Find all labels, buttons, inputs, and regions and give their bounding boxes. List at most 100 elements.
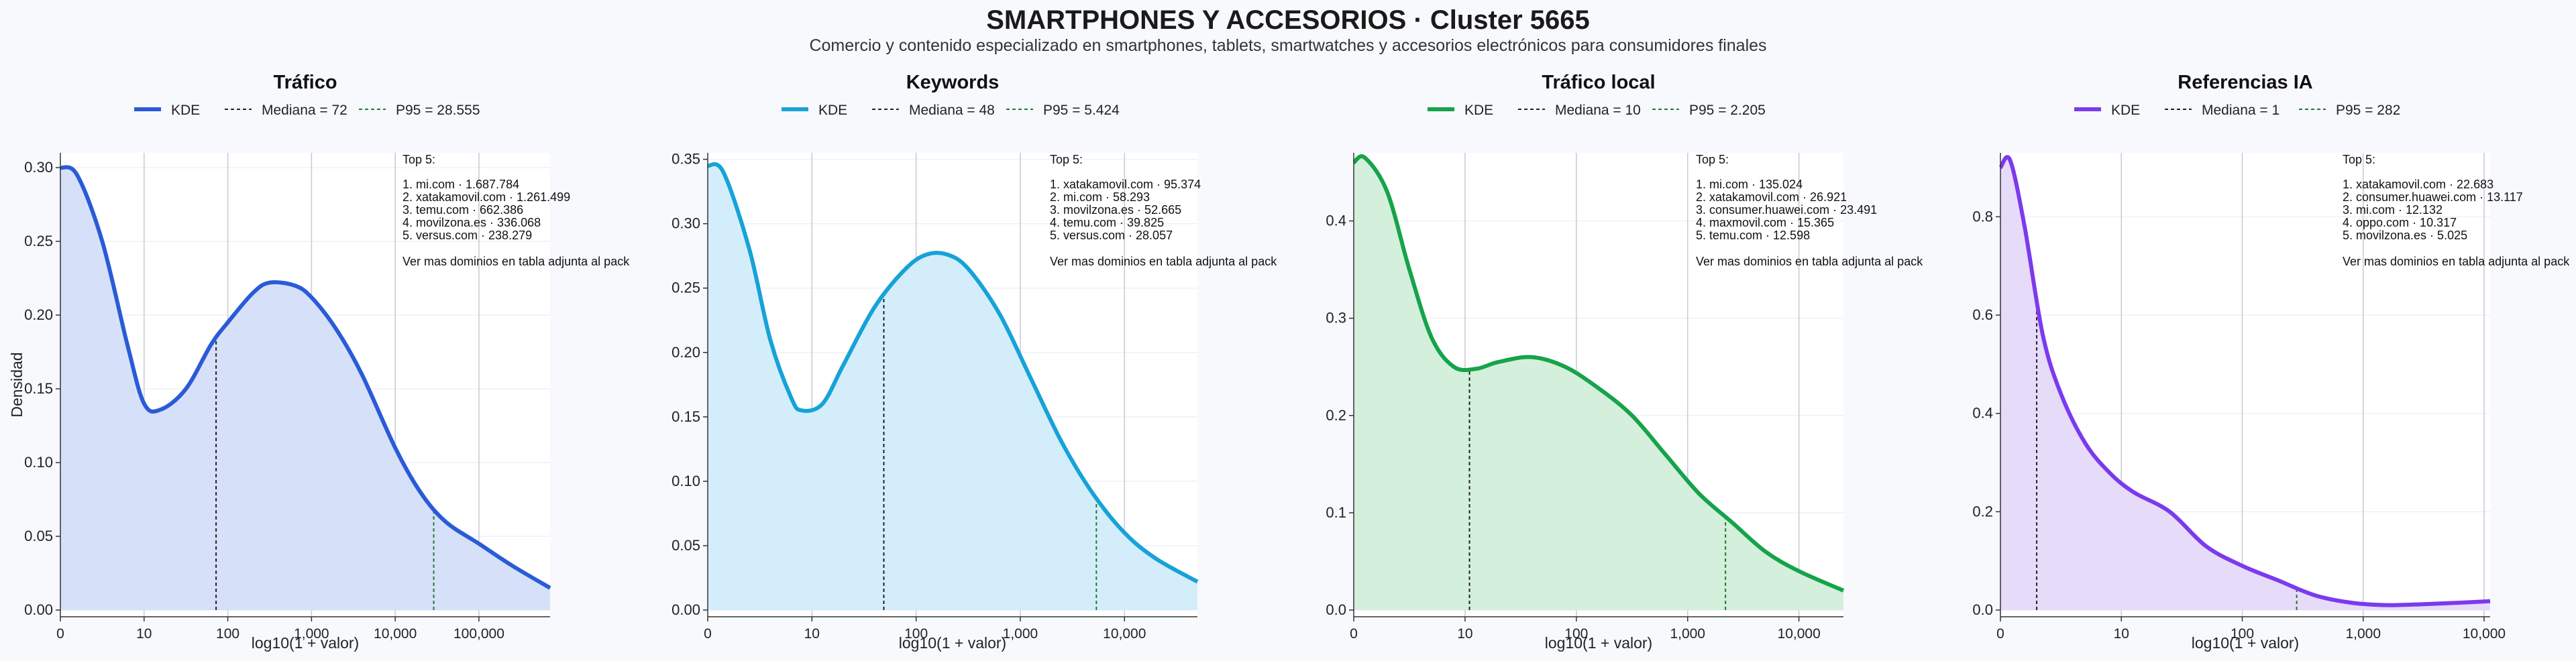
legend-p95-label: P95 = 282 (2336, 103, 2400, 118)
y-tick-label: 0.20 (24, 306, 53, 323)
x-tick-label: 100 (216, 626, 239, 642)
top5-item: 4. oppo.com · 10.317 (2343, 216, 2457, 229)
top5-heading: Top 5: (402, 153, 435, 166)
x-tick-label: 1,000 (2345, 626, 2381, 642)
y-tick-label: 0.10 (672, 473, 700, 489)
y-tick-label: 0.35 (672, 151, 700, 168)
y-tick-label: 0.05 (672, 537, 700, 554)
x-tick-label: 10,000 (374, 626, 417, 642)
top5-item: 1. xatakamovil.com · 95.374 (1050, 178, 1201, 191)
legend-kde-label: KDE (2111, 103, 2140, 118)
page-title: SMARTPHONES Y ACCESORIOS · Cluster 5665 (986, 5, 1590, 35)
x-tick-label: 1,000 (1670, 626, 1705, 642)
y-tick-label: 0.05 (24, 528, 53, 544)
legend-p95-label: P95 = 5.424 (1043, 103, 1120, 118)
top5-footnote: Ver mas dominios en tabla adjunta al pac… (1050, 255, 1277, 268)
y-tick-label: 0.8 (1972, 208, 1993, 225)
top5-item: 3. mi.com · 12.132 (2343, 203, 2443, 217)
legend-median-label: Mediana = 1 (2202, 103, 2279, 118)
top5-footnote: Ver mas dominios en tabla adjunta al pac… (402, 255, 630, 268)
kde-area (2000, 157, 2490, 610)
x-tick-label: 10 (2114, 626, 2129, 642)
x-axis-label: log10(1 + valor) (1545, 634, 1652, 652)
chart-panel-3: 0 10 100 1,000 10,000 0.0 0.1 0.2 0.3 0.4 log10(1 … (1326, 72, 1923, 652)
legend-kde-label: KDE (818, 103, 847, 118)
top5-item: 2. xatakamovil.com · 1.261.499 (402, 190, 570, 204)
chart-panel-2: 0 10 100 1,000 10,000 0.00 0.05 0.10 0.15 0.20 0.2… (672, 72, 1277, 652)
x-axis-label: log10(1 + valor) (252, 634, 359, 652)
kde-line (59, 165, 551, 590)
legend-kde-label: KDE (1464, 103, 1493, 118)
top5-item: 2. xatakamovil.com · 26.921 (1696, 190, 1847, 204)
chart-title: Tráfico (273, 72, 337, 93)
kde-line (1998, 155, 2491, 607)
kde-area (60, 167, 550, 610)
x-tick-label: 10,000 (2463, 626, 2506, 642)
page-subtitle: Comercio y contenido especializado en sm… (809, 36, 1767, 55)
top5-heading: Top 5: (1050, 153, 1083, 166)
x-tick-label: 0 (704, 626, 712, 642)
y-tick-label: 0.15 (24, 380, 53, 397)
y-tick-label: 0.2 (1326, 407, 1346, 424)
y-tick-label: 0.30 (24, 159, 53, 176)
x-tick-label: 100,000 (453, 626, 504, 642)
top5-item: 1. mi.com · 1.687.784 (402, 178, 519, 191)
x-tick-label: 100 (1564, 626, 1588, 642)
kde-line (706, 162, 1199, 584)
x-tick-label: 10,000 (1778, 626, 1821, 642)
x-tick-label: 1,000 (294, 626, 329, 642)
kde-area (708, 164, 1197, 610)
legend-median-label: Mediana = 48 (909, 103, 995, 118)
top5-footnote: Ver mas dominios en tabla adjunta al pac… (2343, 255, 2570, 268)
legend-kde-label: KDE (171, 103, 200, 118)
chart-title: Tráfico local (1542, 72, 1655, 93)
top5-item: 5. movilzona.es · 5.025 (2343, 229, 2467, 242)
y-tick-label: 0.4 (1326, 213, 1346, 229)
chart-panel-1: 0 10 100 1,000 10,000 100,000 0.00 0.05 0.10 0.15… (8, 72, 630, 652)
y-tick-label: 0.20 (672, 344, 700, 361)
x-tick-label: 0 (1350, 626, 1358, 642)
kde-line (1352, 154, 1845, 593)
legend-p95-label: P95 = 2.205 (1689, 103, 1766, 118)
top5-item: 1. xatakamovil.com · 22.683 (2343, 178, 2493, 191)
top5-item: 2. consumer.huawei.com · 13.117 (2343, 190, 2523, 204)
y-tick-label: 0.25 (24, 233, 53, 249)
legend-median-label: Mediana = 72 (262, 103, 347, 118)
y-tick-label: 0.4 (1972, 405, 1993, 422)
y-tick-label: 0.10 (24, 454, 53, 471)
chart-title: Referencias IA (2178, 72, 2313, 93)
y-tick-label: 0.6 (1972, 306, 1993, 323)
top5-item: 1. mi.com · 135.024 (1696, 178, 1803, 191)
top5-heading: Top 5: (2343, 153, 2375, 166)
y-tick-label: 0.15 (672, 408, 700, 425)
legend-median-label: Mediana = 10 (1555, 103, 1641, 118)
top5-footnote: Ver mas dominios en tabla adjunta al pac… (1696, 255, 1923, 268)
x-tick-label: 100 (904, 626, 928, 642)
x-axis-label: log10(1 + valor) (899, 634, 1006, 652)
top5-item: 4. movilzona.es · 336.068 (402, 216, 541, 229)
kde-area (1354, 156, 1843, 610)
top5-item: 5. versus.com · 238.279 (402, 229, 532, 242)
x-tick-label: 0 (56, 626, 64, 642)
x-tick-label: 100 (2231, 626, 2254, 642)
y-tick-label: 0.25 (672, 280, 700, 296)
x-tick-label: 10 (136, 626, 152, 642)
top5-item: 3. temu.com · 662.386 (402, 203, 523, 217)
x-tick-label: 10 (804, 626, 820, 642)
chart-panel-4: 0 10 100 1,000 10,000 0.0 0.2 0.4 0.6 0.8 log10(1 … (1972, 72, 2570, 652)
top5-item: 3. movilzona.es · 52.665 (1050, 203, 1181, 217)
y-axis-label: Densidad (8, 352, 25, 417)
y-tick-label: 0.1 (1326, 504, 1346, 521)
top5-item: 2. mi.com · 58.293 (1050, 190, 1150, 204)
x-axis-label: log10(1 + valor) (2192, 634, 2299, 652)
y-tick-label: 0.0 (1972, 601, 1993, 618)
top5-item: 3. consumer.huawei.com · 23.491 (1696, 203, 1877, 217)
y-tick-label: 0.0 (1326, 601, 1346, 618)
x-tick-label: 0 (1996, 626, 2004, 642)
top5-item: 5. versus.com · 28.057 (1050, 229, 1173, 242)
top5-item: 4. maxmovil.com · 15.365 (1696, 216, 1834, 229)
y-tick-label: 0.2 (1972, 503, 1993, 520)
x-tick-label: 1,000 (1003, 626, 1038, 642)
legend-p95-label: P95 = 28.555 (396, 103, 480, 118)
